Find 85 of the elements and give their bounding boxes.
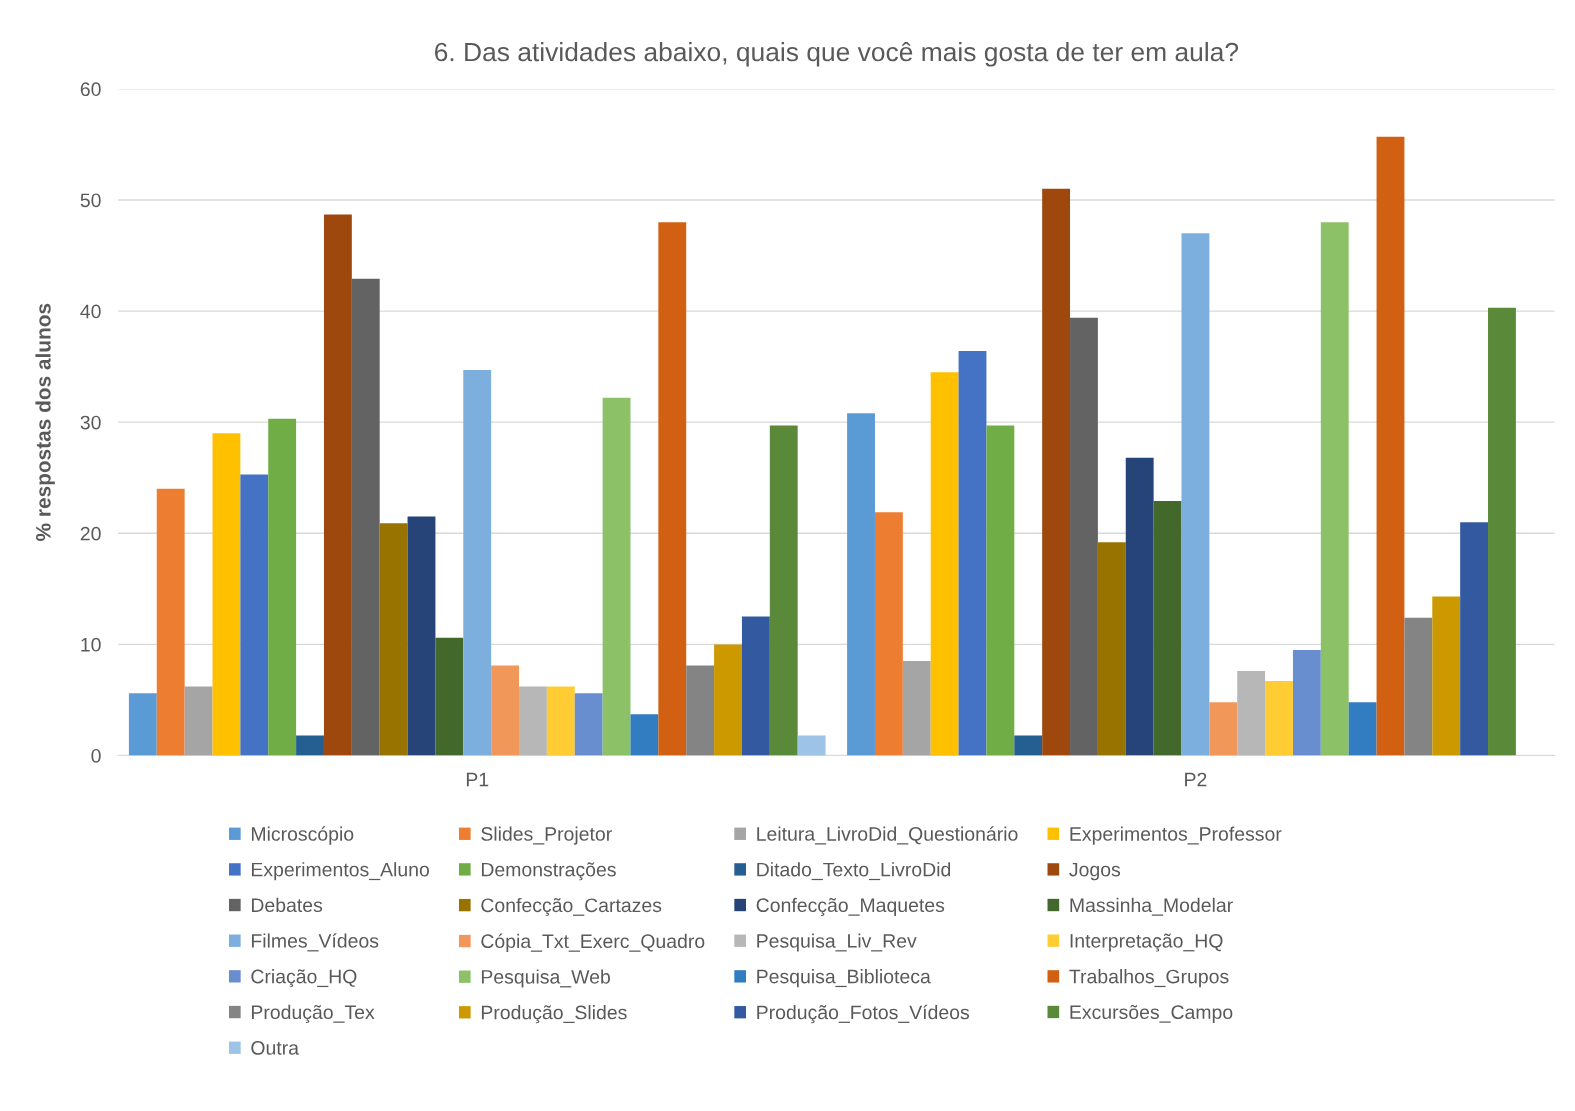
bar — [1265, 681, 1293, 756]
bar — [268, 418, 297, 756]
legend-label: Cópia_Txt_Exerc_Quadro — [481, 933, 705, 952]
bar — [1014, 735, 1043, 756]
legend-label: Microscópio — [251, 826, 354, 845]
bar — [714, 644, 742, 756]
legend-label: Trabalhos_Grupos — [1069, 969, 1229, 988]
legend-label: Confecção_Cartazes — [481, 897, 662, 917]
bar — [986, 425, 1015, 756]
bar — [1292, 649, 1321, 756]
bar — [902, 661, 931, 756]
bar — [351, 278, 380, 756]
bar — [323, 214, 352, 756]
legend-label: Filmes_Vídeos — [251, 933, 379, 952]
bar — [630, 714, 659, 756]
legend-label: Pesquisa_Liv_Rev — [757, 933, 917, 952]
legend-label: Leitura_LivroDid_Questionário — [757, 826, 1018, 845]
bar — [930, 372, 959, 756]
bar — [546, 686, 575, 756]
bar — [741, 616, 770, 756]
legend-label: Pesquisa_Web — [481, 969, 610, 988]
legend-label: Demonstrações — [481, 862, 616, 881]
bar — [1153, 501, 1182, 756]
bar — [1237, 671, 1266, 756]
bar — [1070, 317, 1098, 756]
legend-label: Criação_HQ — [251, 969, 357, 988]
bar — [491, 665, 520, 756]
legend-label: Interpretação_HQ — [1070, 933, 1223, 952]
bar — [1209, 702, 1238, 756]
y-axis-title: % respostas dos alunos — [35, 303, 55, 541]
bar — [435, 637, 464, 756]
y-tick-label: 40 — [80, 304, 101, 319]
legend-label: Massinha_Modelar — [1070, 897, 1233, 916]
bar — [658, 222, 687, 756]
legend-label: Excursões_Campo — [1070, 1004, 1233, 1023]
bar — [463, 369, 492, 756]
bar — [1181, 233, 1210, 756]
bar — [212, 433, 241, 756]
bar — [240, 474, 269, 756]
bar — [686, 665, 715, 756]
legend-label: Experimentos_Aluno — [251, 862, 429, 881]
bar — [1097, 542, 1126, 756]
bar — [407, 516, 436, 756]
legend-label: Outra — [251, 1041, 300, 1055]
legend-label: Produção_Slides — [481, 1005, 627, 1024]
bar — [797, 735, 826, 756]
bar — [574, 693, 603, 756]
bar — [1460, 522, 1489, 756]
legend-label: Produção_Tex — [251, 1004, 375, 1024]
legend-label: Pesquisa_Biblioteca — [757, 969, 931, 988]
bar — [874, 512, 903, 756]
y-tick-label: 60 — [80, 82, 101, 97]
x-tick-label: P2 — [1185, 772, 1207, 787]
y-tick-label: 30 — [80, 415, 101, 430]
bar — [519, 686, 547, 756]
bar — [1348, 702, 1377, 756]
bar — [602, 397, 631, 756]
bar — [769, 425, 798, 756]
bar — [1376, 136, 1405, 756]
bar — [847, 413, 875, 756]
y-tick-label: 0 — [91, 748, 101, 763]
legend-label: Experimentos_Professor — [1070, 826, 1282, 845]
bar — [156, 488, 185, 756]
bar — [379, 523, 408, 756]
bar — [1125, 457, 1154, 756]
y-tick-label: 20 — [80, 526, 101, 541]
bar — [1404, 617, 1433, 756]
legend-label: Produção_Fotos_Vídeos — [757, 1004, 970, 1024]
bar — [184, 686, 213, 756]
y-tick-label: 50 — [80, 193, 101, 208]
bar — [1488, 307, 1516, 756]
y-tick-label: 10 — [81, 637, 101, 652]
legend-label: Debates — [251, 897, 323, 913]
legend-label: Jogos — [1069, 862, 1121, 881]
bar — [128, 693, 157, 756]
legend-label: Slides_Projetor — [481, 826, 612, 845]
legend-label: Ditado_Texto_LivroDid — [757, 862, 951, 881]
x-tick-label: P1 — [466, 772, 489, 787]
bar — [1432, 596, 1461, 756]
bar — [958, 351, 987, 756]
bar — [296, 735, 324, 756]
bar — [1042, 188, 1071, 756]
legend-label: Confecção_Maquetes — [756, 897, 945, 916]
chart-title: 6. Das atividades abaixo, quais que você mais gosta de ter em aula? — [435, 41, 1239, 67]
bar — [1320, 222, 1349, 756]
